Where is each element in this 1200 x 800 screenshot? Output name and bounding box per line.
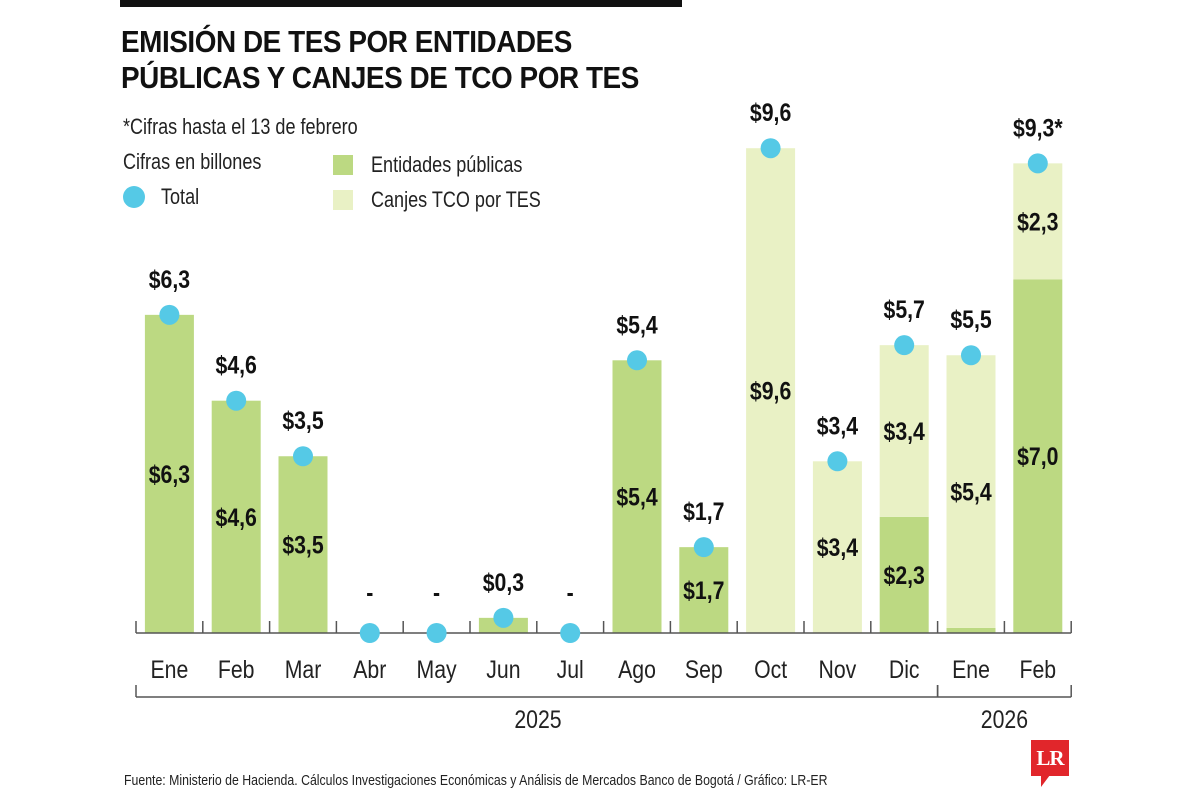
segment-value-label: $1,7 [683,576,724,604]
year-label: 2026 [981,705,1028,733]
segment-value-label: $3,5 [282,531,323,559]
bar-segment [278,456,328,633]
total-dot [693,537,714,558]
entidades-swatch-icon [333,155,353,175]
x-tick-label: Jul [557,655,584,683]
lr-logo-tail [1041,775,1050,787]
total-value-label: $9,6 [750,99,791,127]
bar-segment [812,461,862,633]
legend-label-total: Total [161,184,200,209]
segment-value-label: $2,3 [1017,208,1058,236]
segment-value-label: $2,3 [884,561,925,589]
legend-label-entidades: Entidades públicas [371,152,523,177]
x-tick-label: May [417,655,457,683]
bar-segment [612,360,662,633]
total-value-label: $6,3 [149,265,190,293]
bar-segment [879,516,929,633]
source-footnote: Fuente: Ministerio de Hacienda. Cálculos… [124,772,828,789]
total-dot [827,451,848,472]
x-tick-label: Abr [353,655,386,683]
x-tick-label: Oct [754,655,788,683]
segment-value-label: $9,6 [750,377,791,405]
bar-segment [746,148,796,633]
x-tick-label: Ene [952,655,990,683]
total-value-label: $1,7 [683,498,724,526]
bar-segment [211,400,261,633]
segment-value-label: $5,4 [950,478,991,506]
x-tick-label: Nov [819,655,857,683]
chart-title: EMISIÓN DE TES POR ENTIDADES PÚBLICAS Y … [121,24,639,96]
units-text: Cifras en billones [123,149,262,174]
total-value-label: $5,7 [884,296,925,324]
total-dot [493,607,514,628]
segment-value-label: $5,4 [616,483,657,511]
total-dot [226,390,247,411]
title-line-1: EMISIÓN DE TES POR ENTIDADES [121,24,572,59]
total-dot [560,623,581,643]
segment-value-label: $4,6 [216,503,257,531]
x-tick-label: Feb [218,655,255,683]
total-value-label: $3,5 [282,407,323,435]
total-dot [426,623,447,643]
bar-segment [879,345,929,517]
year-label: 2025 [514,705,561,733]
bar-segment [144,314,194,633]
total-dot [293,446,313,467]
total-dot [627,350,647,371]
legend-item-total: Total [123,184,207,210]
legend-item-entidades: Entidades públicas [333,152,556,178]
bar-segment [946,355,996,628]
x-tick-label: Feb [1019,655,1056,683]
note-text: *Cifras hasta el 13 de febrero [123,114,358,139]
total-value-label: $5,4 [616,311,657,339]
legend-label-canjes: Canjes TCO por TES [371,187,541,212]
segment-value-label: $6,3 [149,460,190,488]
x-tick-label: Sep [685,655,723,683]
total-value-label: $9,3* [1013,114,1063,142]
x-tick-label: Ago [618,655,656,683]
segment-value-label: $3,4 [817,534,858,562]
total-value-label: $5,5 [950,306,991,334]
top-rule [120,0,682,7]
total-value-label: - [567,578,574,606]
total-dot [894,335,915,356]
title-line-2: PÚBLICAS Y CANJES DE TCO POR TES [121,60,639,95]
bar-segment [946,627,996,633]
segment-value-label: $3,4 [884,417,925,445]
segment-value-label: $7,0 [1017,443,1058,471]
total-dot [760,138,781,159]
total-value-label: - [366,578,373,606]
total-value-label: $4,6 [216,351,257,379]
bar-segment [1013,279,1063,633]
bar-segment [679,547,729,633]
x-tick-label: Dic [889,655,920,683]
x-tick-label: Jun [486,655,520,683]
bar-segment [1013,163,1063,280]
total-value-label: $0,3 [483,568,524,596]
total-dot [961,345,981,366]
canjes-swatch-icon [333,190,353,210]
total-value-label: - [433,578,440,606]
total-dot [159,304,180,325]
x-tick-label: Mar [285,655,322,683]
total-dot-icon [123,186,145,208]
lr-logo: LR [1031,740,1069,776]
total-dot [1027,153,1048,174]
total-value-label: $3,4 [817,412,858,440]
total-dot [359,623,380,643]
legend-item-canjes: Canjes TCO por TES [333,187,578,213]
x-tick-label: Ene [151,655,189,683]
